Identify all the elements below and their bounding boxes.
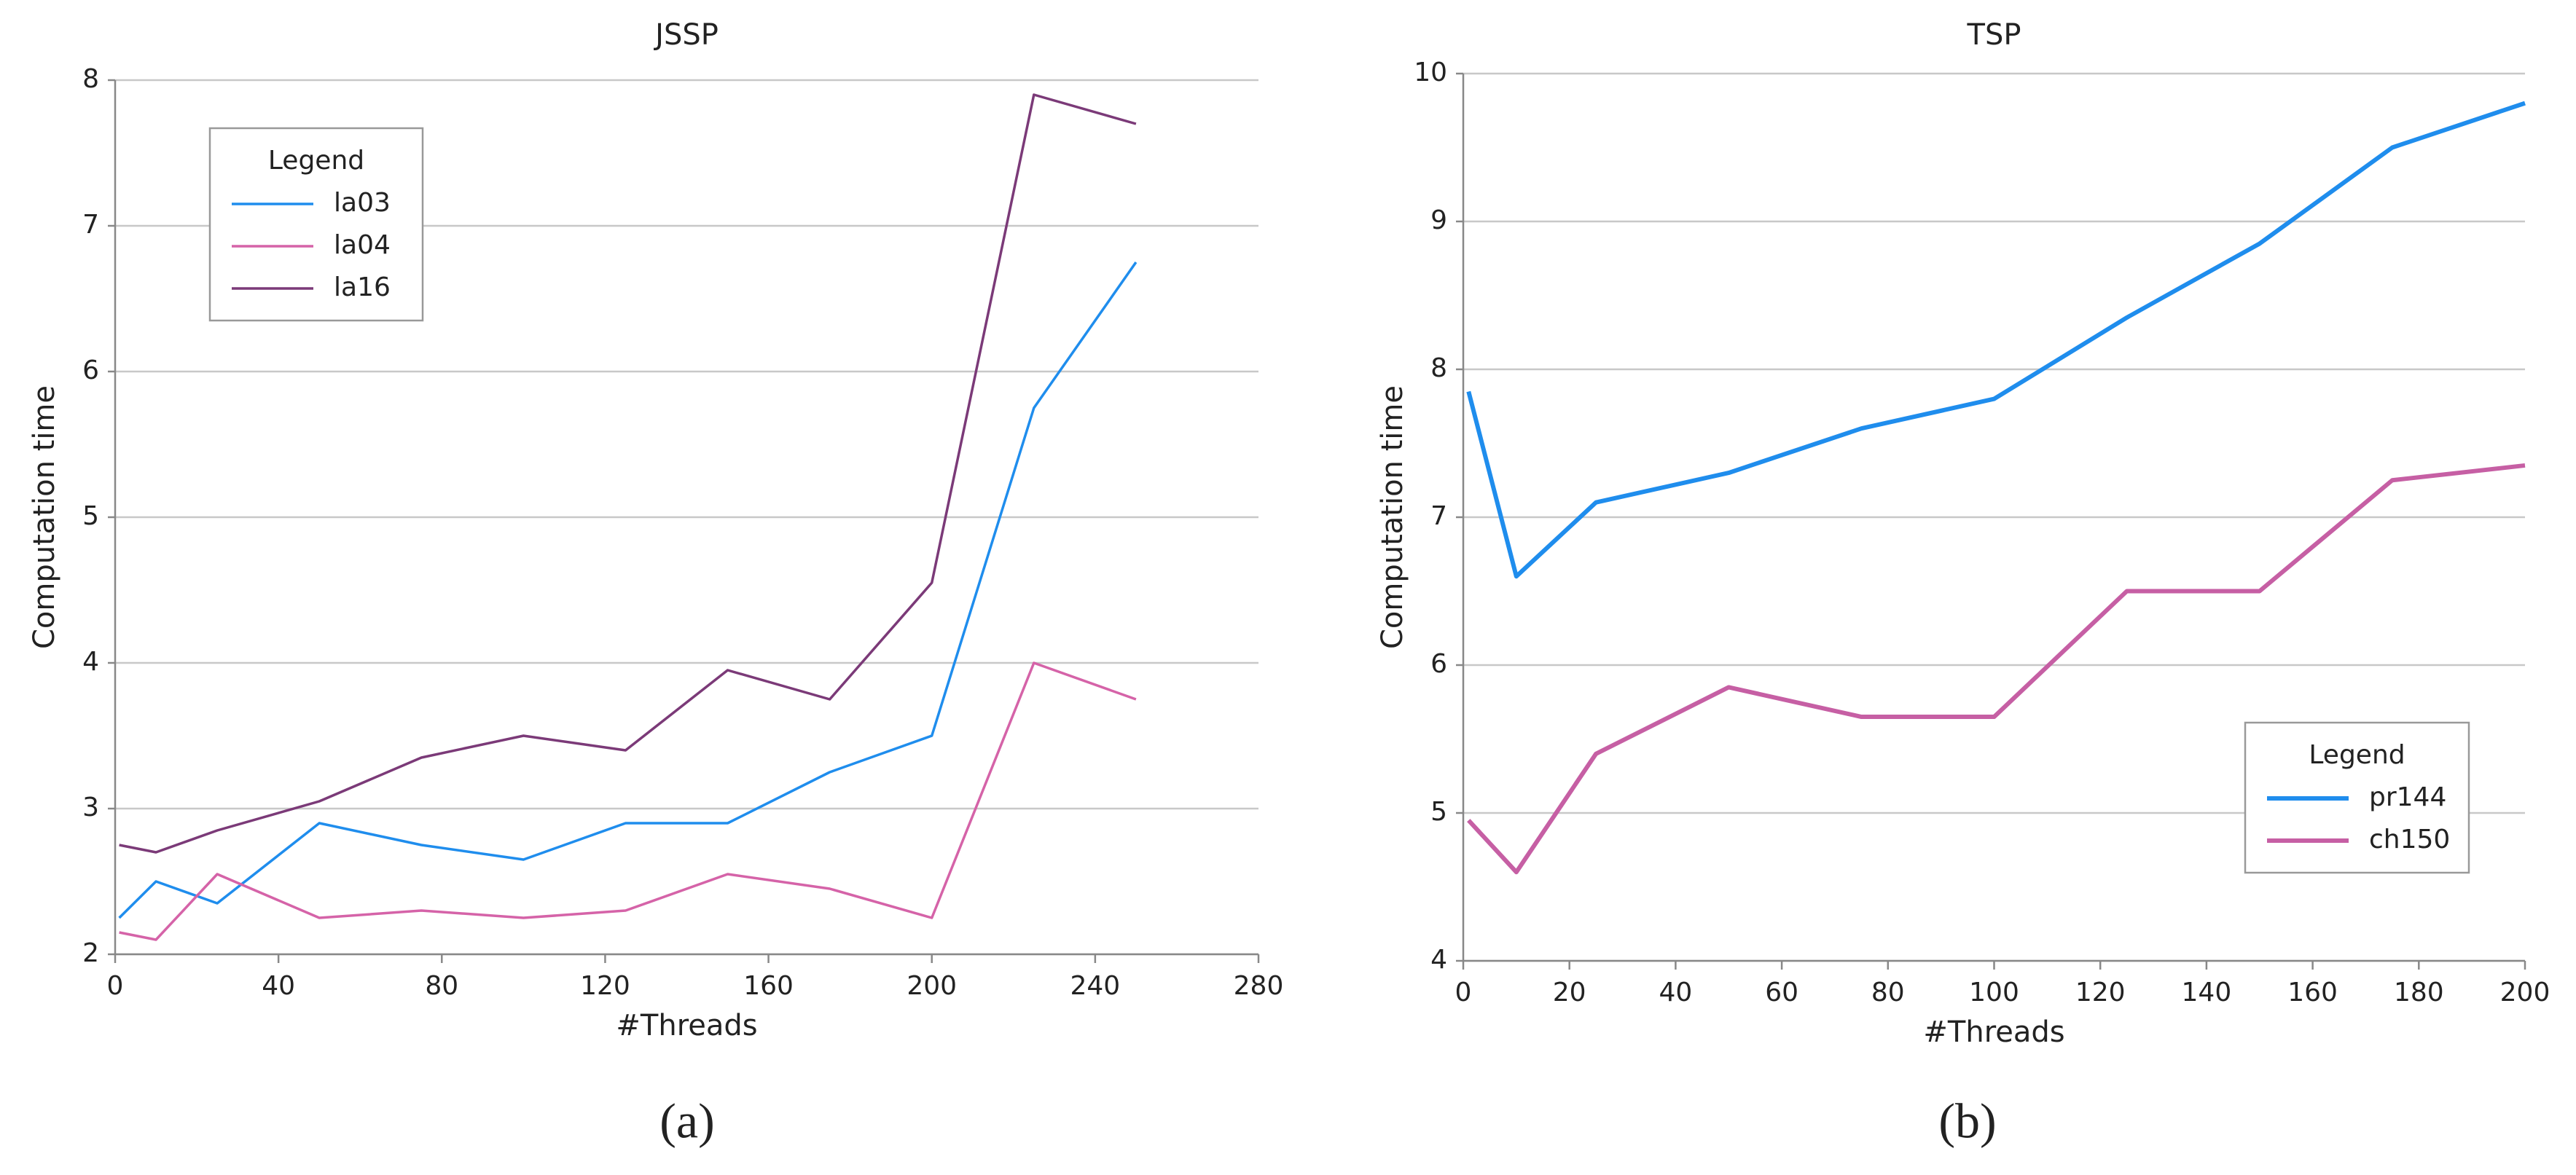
- x-tick-label: 80: [1871, 978, 1905, 1007]
- series-line: [1467, 463, 2526, 875]
- chart-title: TSP: [1967, 18, 2021, 52]
- x-tick-label: 280: [1234, 971, 1284, 1001]
- x-tick-label: 0: [1455, 978, 1472, 1007]
- x-axis-title: #Threads: [616, 1009, 757, 1042]
- legend-label: pr144: [2369, 782, 2446, 812]
- x-tick-label: 140: [2182, 978, 2232, 1007]
- y-axis-title: Computation time: [28, 385, 61, 649]
- x-tick-label: 40: [1659, 978, 1692, 1007]
- x-tick-label: 40: [262, 971, 295, 1001]
- legend-title: Legend: [2309, 740, 2405, 770]
- y-tick-label: 8: [82, 64, 99, 94]
- series-line: [1466, 101, 2526, 579]
- y-tick-label: 3: [82, 793, 99, 822]
- x-tick-label: 180: [2394, 978, 2444, 1007]
- y-tick-label: 10: [1414, 58, 1447, 87]
- legend-title: Legend: [268, 146, 364, 176]
- x-tick-label: 240: [1070, 971, 1120, 1001]
- series-line: [119, 661, 1137, 941]
- y-tick-label: 6: [1430, 649, 1447, 679]
- x-tick-label: 200: [2500, 978, 2550, 1007]
- x-tick-label: 80: [425, 971, 458, 1001]
- y-tick-label: 7: [82, 210, 99, 240]
- y-tick-label: 9: [1430, 205, 1447, 235]
- series-line: [119, 93, 1137, 854]
- y-tick-label: 8: [1430, 353, 1447, 383]
- y-tick-label: 4: [1430, 945, 1447, 975]
- x-tick-label: 100: [1969, 978, 2019, 1007]
- y-axis-title: Computation time: [1376, 385, 1409, 649]
- y-tick-label: 5: [82, 501, 99, 531]
- chart-title: JSSP: [653, 18, 719, 52]
- panel-label: (b): [1938, 1093, 1996, 1149]
- x-tick-label: 60: [1765, 978, 1798, 1007]
- y-tick-label: 5: [1430, 797, 1447, 827]
- x-tick-label: 120: [2075, 978, 2126, 1007]
- y-tick-label: 2: [82, 938, 99, 968]
- x-tick-label: 120: [580, 971, 630, 1001]
- y-tick-label: 7: [1430, 501, 1447, 531]
- x-tick-label: 200: [907, 971, 957, 1001]
- panel-label: (a): [659, 1093, 714, 1149]
- y-tick-label: 6: [82, 355, 99, 385]
- legend-label: la04: [334, 230, 391, 260]
- x-tick-label: 160: [743, 971, 794, 1001]
- y-tick-label: 4: [82, 647, 99, 677]
- x-axis-title: #Threads: [1923, 1015, 2064, 1049]
- legend-label: la16: [334, 272, 391, 302]
- x-tick-label: 160: [2287, 978, 2338, 1007]
- series-line: [118, 261, 1138, 919]
- legend-label: la03: [334, 188, 391, 218]
- x-tick-label: 20: [1553, 978, 1586, 1007]
- x-tick-label: 0: [107, 971, 124, 1001]
- legend-label: ch150: [2369, 825, 2450, 854]
